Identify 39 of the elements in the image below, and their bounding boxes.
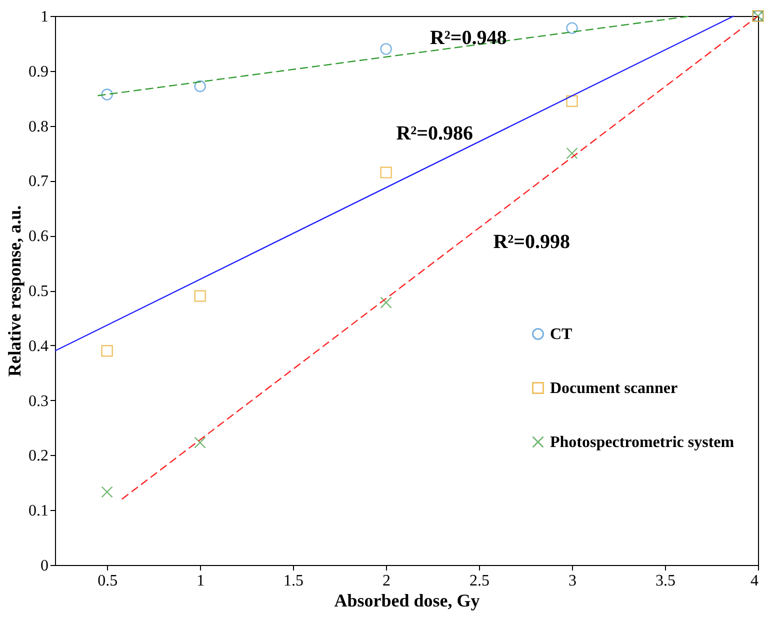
x-tick-label: 4 [750, 572, 758, 590]
y-tick-label: 0.9 [28, 63, 48, 80]
point [380, 296, 392, 308]
x-tick-label: 3 [568, 572, 577, 590]
point [101, 345, 113, 357]
point [194, 80, 206, 92]
x-tick-label: 1.5 [284, 572, 304, 590]
x-tick-label: 2.5 [470, 572, 490, 590]
point [566, 95, 578, 107]
y-tick-label: 0 [40, 558, 48, 574]
y-tick-label: 0.4 [28, 338, 48, 355]
y-tick-label: 0.8 [28, 118, 48, 136]
annotation: R²=0.998 [493, 231, 570, 254]
y-tick-label: 0.6 [28, 228, 48, 246]
y-tick-label: 1 [40, 8, 48, 26]
x-tick-label: 2 [382, 572, 391, 590]
point [101, 88, 113, 100]
annotation: R²=0.948 [430, 26, 507, 49]
point [380, 43, 392, 55]
y-tick-label: 0.7 [28, 173, 48, 190]
point [380, 166, 392, 178]
x-tick-label: 3.5 [656, 572, 676, 590]
annotation: R²=0.986 [396, 122, 474, 144]
y-tick-label: 0.1 [28, 502, 48, 520]
point [194, 290, 206, 302]
point [566, 22, 578, 34]
point [101, 486, 113, 498]
legend-label: CT [550, 326, 573, 343]
x-axis-title: Absorbed dose, Gy [334, 590, 480, 610]
y-tick-label: 0.2 [28, 448, 48, 465]
point [194, 436, 206, 448]
point [566, 147, 578, 160]
x-tick-label: 0.5 [98, 572, 118, 590]
y-tick-label: 0.5 [28, 283, 48, 300]
y-tick-label: 0.3 [28, 392, 48, 410]
x-tick-label: 1 [196, 572, 205, 590]
y-axis-title: Relative response, a.u. [4, 205, 24, 377]
legend-label: Photospectrometric system [550, 434, 735, 451]
legend-label: Document scanner [550, 380, 678, 397]
